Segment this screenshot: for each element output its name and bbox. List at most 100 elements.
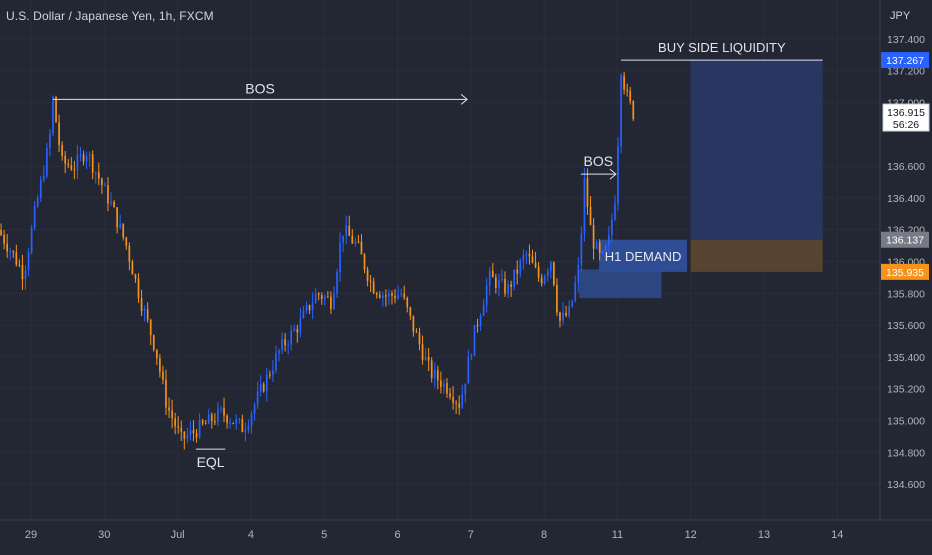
candle-body (501, 278, 503, 281)
x-tick-label: 5 (321, 529, 327, 541)
candle-body (409, 307, 412, 316)
x-tick-label: 8 (541, 529, 547, 541)
candle-body (149, 319, 152, 336)
candle-body (546, 271, 549, 277)
candle-body (320, 294, 323, 300)
x-tick-label: 14 (831, 529, 843, 541)
candle-body (354, 241, 357, 244)
y-tick-label: 134.800 (887, 447, 925, 459)
candle-body (101, 178, 103, 186)
candle-body (488, 270, 491, 286)
candle-body (458, 403, 461, 408)
candle-body (134, 274, 137, 279)
candle-body (342, 235, 344, 243)
candle-body (507, 284, 509, 294)
candle-body (601, 251, 604, 254)
candle-body (369, 280, 372, 282)
lower-demand-zone (579, 269, 662, 299)
candle-body (516, 269, 519, 274)
candle-body (88, 154, 91, 157)
candle-body (110, 202, 112, 204)
buy-side-liquidity-label: BUY SIDE LIQUIDITY (658, 40, 786, 55)
currency-label: JPY (890, 10, 911, 22)
candle-body (351, 235, 354, 244)
candle-body (168, 407, 170, 411)
candle-body (107, 185, 109, 204)
bos-minor-arrow-icon (609, 168, 617, 180)
candle-body (70, 165, 73, 170)
candle-body (76, 155, 79, 170)
candle-body (162, 371, 164, 380)
candle-body (525, 253, 528, 256)
candle-body (583, 178, 586, 234)
candle-body (3, 234, 5, 244)
candle-body (143, 309, 146, 312)
x-tick-label: 13 (758, 529, 770, 541)
y-tick-label: 135.600 (887, 320, 925, 332)
candle-body (528, 253, 531, 257)
candle-body (421, 344, 424, 360)
candle-body (391, 293, 393, 296)
candle-body (314, 293, 317, 304)
candle-body (385, 295, 387, 297)
candle-body (241, 419, 244, 432)
candle-body (9, 251, 12, 253)
candle-body (531, 256, 534, 263)
x-tick-label: 4 (248, 529, 254, 541)
candle-body (623, 75, 625, 90)
candle-body (330, 296, 332, 309)
candle-body (495, 277, 497, 288)
candle-body (21, 265, 24, 280)
eql-label: EQL (197, 454, 225, 470)
candle-body (94, 172, 97, 174)
current-price-tag (882, 103, 930, 132)
candle-body (626, 89, 629, 91)
candle-body (165, 379, 167, 408)
price-tag-label: 137.267 (886, 55, 924, 67)
x-tick-label: 30 (98, 529, 110, 541)
x-tick-label: 6 (394, 529, 400, 541)
candle-layer (0, 72, 635, 450)
candle-body (293, 328, 296, 331)
candle-body (336, 272, 338, 294)
candle-body (82, 154, 85, 162)
candle-body (504, 278, 506, 294)
candle-body (366, 269, 369, 281)
candle-body (436, 370, 439, 381)
candle-body (568, 306, 570, 316)
candle-body (18, 264, 21, 266)
candle-body (61, 144, 63, 156)
candle-body (345, 225, 348, 236)
candle-body (265, 374, 268, 392)
candle-body (183, 431, 186, 439)
candle-body (562, 312, 564, 321)
candle-body (247, 425, 250, 431)
candle-body (382, 295, 384, 298)
candle-body (559, 312, 561, 321)
candle-body (131, 261, 134, 275)
candle-body (67, 163, 70, 166)
candle-body (30, 227, 33, 253)
candle-body (522, 255, 525, 261)
candle-body (424, 356, 427, 360)
candle-body (611, 219, 613, 236)
price-tag (881, 263, 929, 280)
candle-body (244, 430, 247, 432)
candle-body (595, 242, 598, 249)
candle-body (0, 229, 2, 235)
candle-body (125, 237, 128, 246)
candle-body (195, 433, 198, 438)
candle-body (259, 384, 262, 392)
candle-body (360, 241, 363, 255)
candle-body (217, 408, 219, 422)
candle-body (122, 223, 125, 238)
candle-body (146, 309, 149, 320)
candle-body (113, 202, 115, 208)
candle-body (443, 383, 445, 388)
candle-body (180, 427, 183, 432)
bos-minor-label: BOS (584, 153, 614, 169)
candle-body (433, 370, 436, 379)
candle-body (27, 252, 30, 271)
